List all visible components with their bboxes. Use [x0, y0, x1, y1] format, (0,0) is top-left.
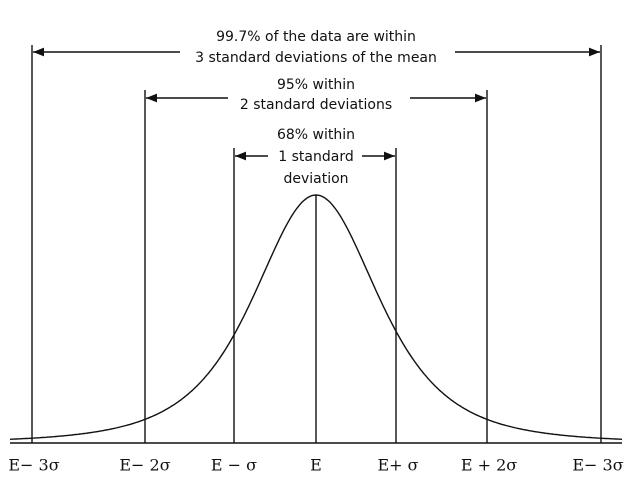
annotation: 1 standard [278, 149, 353, 165]
annotation: deviation [283, 171, 348, 187]
axis-label: E+ σ [377, 456, 418, 475]
annotation: 99.7% of the data are within [216, 29, 416, 45]
annotation: 3 standard deviations of the mean [195, 50, 437, 66]
axis-label: E [310, 456, 322, 475]
axis-label: E− 2σ [119, 456, 170, 475]
axis-label: E − σ [211, 456, 257, 475]
annotation: 68% within [277, 127, 355, 143]
annotation: 95% within [277, 77, 355, 93]
axis-label: E + 2σ [461, 456, 517, 475]
axis-label: E− 3σ [8, 456, 59, 475]
annotation: 2 standard deviations [240, 97, 392, 113]
axis-label: E− 3σ [572, 456, 623, 475]
